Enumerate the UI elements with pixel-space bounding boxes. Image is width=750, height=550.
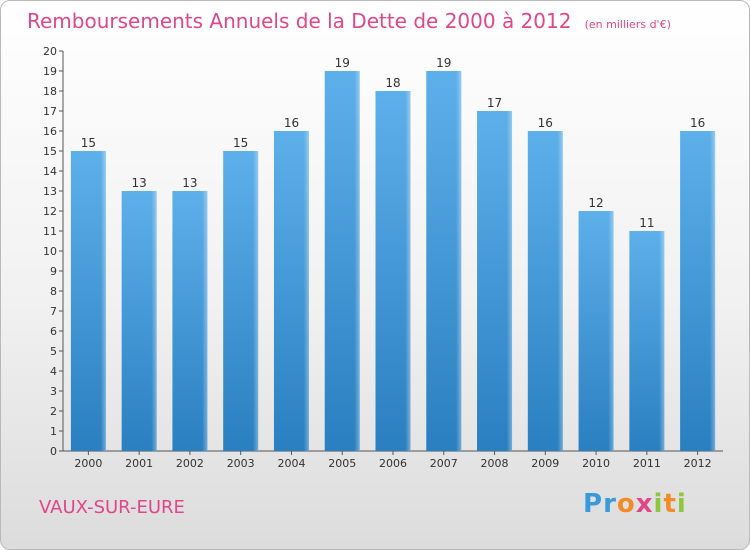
x-tick-label: 2011 [633,457,661,470]
y-tick-label: 3 [50,385,57,398]
y-tick-label: 5 [50,345,57,358]
x-tick-label: 2004 [277,457,305,470]
y-tick-label: 8 [50,285,57,298]
bar-shine [70,151,106,451]
y-tick-label: 0 [50,445,57,458]
x-tick-label: 2003 [227,457,255,470]
bars [70,71,716,451]
y-tick-label: 9 [50,265,57,278]
chart-title: Remboursements Annuels de la Dette de 20… [27,9,572,33]
bar-shine [172,191,208,451]
y-tick-label: 2 [50,405,57,418]
proxiti-logo: Proxiti [583,489,687,519]
y-tick-label: 14 [43,165,57,178]
x-tick-label: 2005 [328,457,356,470]
bar-shine [477,111,513,451]
x-tick-label: 2010 [582,457,610,470]
bar-value-label: 12 [588,196,603,210]
bar-value-label: 15 [233,136,248,150]
y-tick-label: 16 [43,125,57,138]
y-tick-label: 17 [43,105,57,118]
y-tick-label: 15 [43,145,57,158]
bar-shine [223,151,259,451]
x-tick-label: 2002 [176,457,204,470]
data-labels: 15 13 13 15 16 19 18 19 17 16 12 11 16 [81,56,706,230]
y-tick-label: 20 [43,45,57,58]
commune-name: VAUX-SUR-EURE [39,497,185,518]
bar-shine [375,91,411,451]
bar-shine [324,71,360,451]
bar-shine [680,131,716,451]
x-tick-label: 2000 [74,457,102,470]
x-tick-label: 2001 [125,457,153,470]
y-tick-label: 6 [50,325,57,338]
title-line: Remboursements Annuels de la Dette de 20… [27,9,671,33]
y-tick-label: 18 [43,85,57,98]
bar-value-label: 17 [487,96,502,110]
bar-value-label: 11 [639,216,654,230]
bar-shine [273,131,309,451]
x-tick-label: 2006 [379,457,407,470]
y-tick-label: 7 [50,305,57,318]
y-tick-label: 12 [43,205,57,218]
y-tick-label: 11 [43,225,57,238]
chart-unit: (en milliers d'€) [584,18,671,31]
bar-value-label: 13 [182,176,197,190]
y-tick-label: 10 [43,245,57,258]
bar-value-label: 16 [538,116,553,130]
x-tick-label: 2008 [481,457,509,470]
bar-value-label: 15 [81,136,96,150]
y-tick-label: 19 [43,65,57,78]
bar-value-label: 16 [690,116,705,130]
y-tick-label: 13 [43,185,57,198]
bar-shine [121,191,157,451]
bar-value-label: 19 [436,56,451,70]
y-tick-label: 4 [50,365,57,378]
x-tick-label: 2012 [684,457,712,470]
bar-value-label: 19 [335,56,350,70]
bar-shine [578,211,614,451]
bar-value-label: 13 [132,176,147,190]
bar-shine [426,71,462,451]
bar-value-label: 16 [284,116,299,130]
x-tick-label: 2007 [430,457,458,470]
bar-shine [629,231,665,451]
bar-shine [527,131,563,451]
y-tick-label: 1 [50,425,57,438]
bar-value-label: 18 [385,76,400,90]
x-tick-label: 2009 [531,457,559,470]
